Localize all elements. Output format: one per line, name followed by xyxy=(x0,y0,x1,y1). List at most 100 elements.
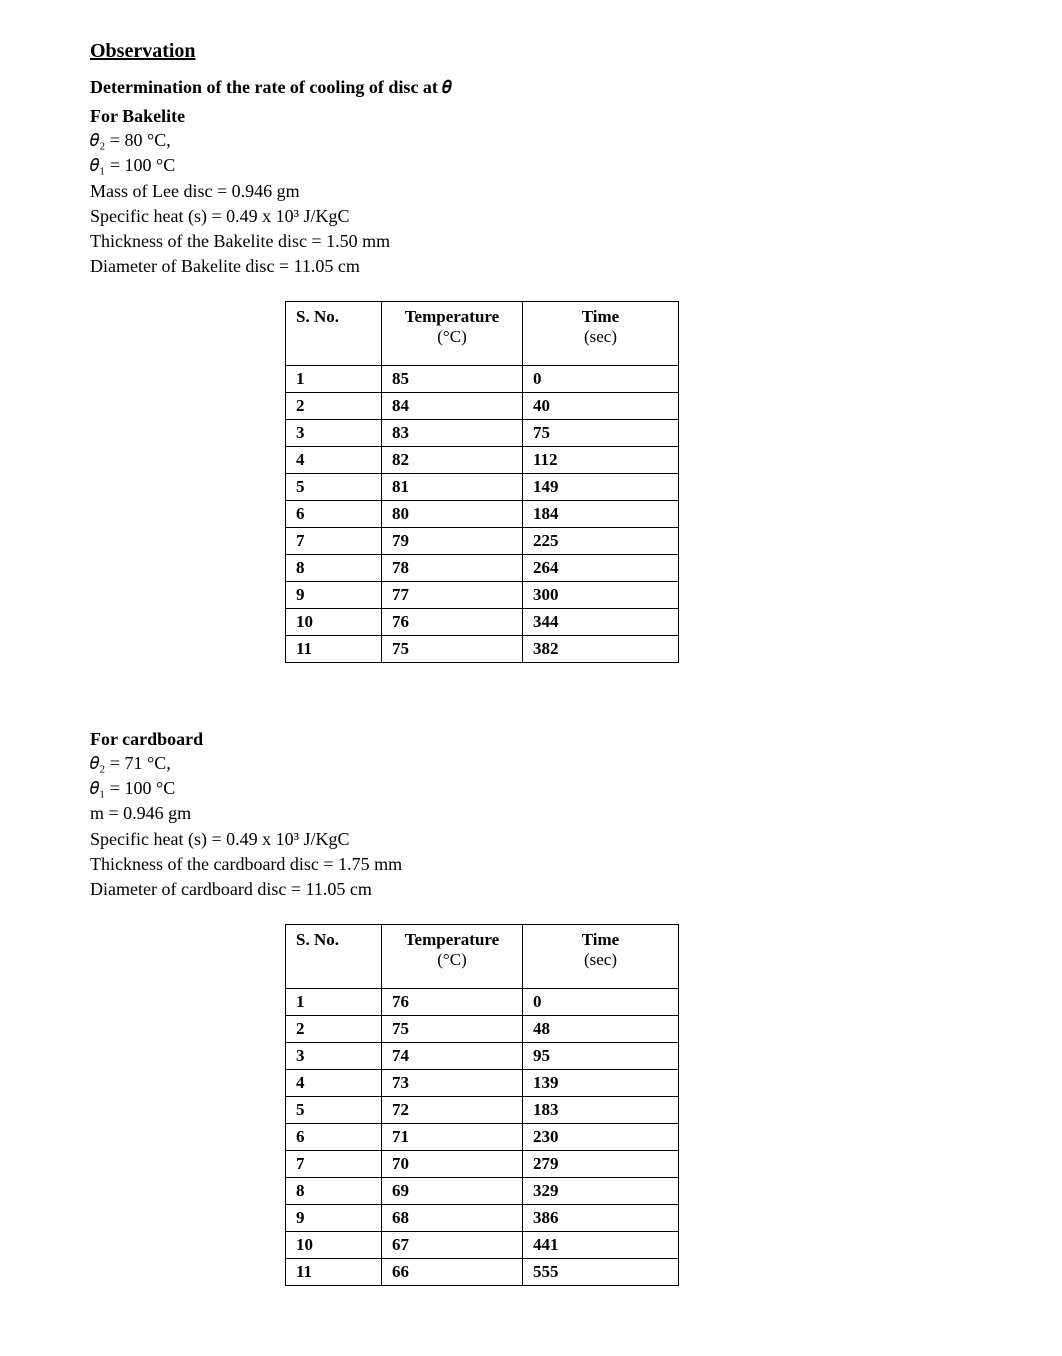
bakelite-table: S. No. Temperature(°C) Time(sec) 1850284… xyxy=(285,301,679,663)
table-cell: 230 xyxy=(523,1123,679,1150)
table-row: 37495 xyxy=(286,1042,679,1069)
table-cell: 73 xyxy=(382,1069,523,1096)
table-cell: 225 xyxy=(523,527,679,554)
table-row: 581149 xyxy=(286,473,679,500)
col-time: Time(sec) xyxy=(523,924,679,988)
table-cell: 441 xyxy=(523,1231,679,1258)
table-cell: 76 xyxy=(382,608,523,635)
table-row: 27548 xyxy=(286,1015,679,1042)
table-cell: 76 xyxy=(382,988,523,1015)
table-cell: 184 xyxy=(523,500,679,527)
table-cell: 4 xyxy=(286,1069,382,1096)
table-row: 572183 xyxy=(286,1096,679,1123)
table-cell: 11 xyxy=(286,1258,382,1285)
table-cell: 112 xyxy=(523,446,679,473)
table-cell: 7 xyxy=(286,1150,382,1177)
col-temp: Temperature(°C) xyxy=(382,924,523,988)
cardboard-theta1: 𝜃₁ = 100 °C xyxy=(90,776,972,800)
table-cell: 344 xyxy=(523,608,679,635)
cardboard-theta2: 𝜃₂ = 71 °C, xyxy=(90,751,972,775)
table-cell: 10 xyxy=(286,1231,382,1258)
bakelite-theta1: 𝜃₁ = 100 °C xyxy=(90,153,972,177)
table-cell: 77 xyxy=(382,581,523,608)
table-cell: 1 xyxy=(286,365,382,392)
table-cell: 5 xyxy=(286,1096,382,1123)
bakelite-mass: Mass of Lee disc = 0.946 gm xyxy=(90,179,972,203)
table-cell: 75 xyxy=(382,1015,523,1042)
cardboard-title: For cardboard xyxy=(90,729,972,750)
table-cell: 40 xyxy=(523,392,679,419)
table-cell: 4 xyxy=(286,446,382,473)
table-cell: 5 xyxy=(286,473,382,500)
table-row: 1067441 xyxy=(286,1231,679,1258)
table-cell: 66 xyxy=(382,1258,523,1285)
table-cell: 264 xyxy=(523,554,679,581)
table-row: 473139 xyxy=(286,1069,679,1096)
col-sno: S. No. xyxy=(286,301,382,365)
table-cell: 329 xyxy=(523,1177,679,1204)
cardboard-mass: m = 0.946 gm xyxy=(90,801,972,825)
table-cell: 75 xyxy=(382,635,523,662)
bakelite-specific-heat: Specific heat (s) = 0.49 x 10³ J/KgC xyxy=(90,204,972,228)
table-row: 1175382 xyxy=(286,635,679,662)
table-cell: 10 xyxy=(286,608,382,635)
table-cell: 81 xyxy=(382,473,523,500)
table-cell: 68 xyxy=(382,1204,523,1231)
table-cell: 8 xyxy=(286,554,382,581)
table-cell: 11 xyxy=(286,635,382,662)
table-row: 28440 xyxy=(286,392,679,419)
table-cell: 2 xyxy=(286,1015,382,1042)
table-cell: 82 xyxy=(382,446,523,473)
table-cell: 1 xyxy=(286,988,382,1015)
table-cell: 48 xyxy=(523,1015,679,1042)
cardboard-thickness: Thickness of the cardboard disc = 1.75 m… xyxy=(90,852,972,876)
cardboard-specific-heat: Specific heat (s) = 0.49 x 10³ J/KgC xyxy=(90,827,972,851)
cardboard-diameter: Diameter of cardboard disc = 11.05 cm xyxy=(90,877,972,901)
table-cell: 0 xyxy=(523,365,679,392)
table-cell: 279 xyxy=(523,1150,679,1177)
table-cell: 386 xyxy=(523,1204,679,1231)
table-cell: 3 xyxy=(286,1042,382,1069)
cardboard-params: 𝜃₂ = 71 °C, 𝜃₁ = 100 °C m = 0.946 gm Spe… xyxy=(90,751,972,902)
table-cell: 149 xyxy=(523,473,679,500)
table-row: 1760 xyxy=(286,988,679,1015)
table-cell: 139 xyxy=(523,1069,679,1096)
table-row: 1076344 xyxy=(286,608,679,635)
table-cell: 95 xyxy=(523,1042,679,1069)
table-row: 779225 xyxy=(286,527,679,554)
table-row: 680184 xyxy=(286,500,679,527)
table-cell: 382 xyxy=(523,635,679,662)
table-cell: 8 xyxy=(286,1177,382,1204)
table-cell: 183 xyxy=(523,1096,679,1123)
bakelite-params: 𝜃₂ = 80 °C, 𝜃₁ = 100 °C Mass of Lee disc… xyxy=(90,128,972,279)
table-cell: 84 xyxy=(382,392,523,419)
col-temp: Temperature(°C) xyxy=(382,301,523,365)
table-cell: 75 xyxy=(523,419,679,446)
determination-line: Determination of the rate of cooling of … xyxy=(90,77,972,98)
table-cell: 9 xyxy=(286,581,382,608)
table-cell: 74 xyxy=(382,1042,523,1069)
table-cell: 300 xyxy=(523,581,679,608)
table-row: 770279 xyxy=(286,1150,679,1177)
table-cell: 80 xyxy=(382,500,523,527)
table-cell: 69 xyxy=(382,1177,523,1204)
table-cell: 3 xyxy=(286,419,382,446)
table-cell: 555 xyxy=(523,1258,679,1285)
table-row: 38375 xyxy=(286,419,679,446)
page-heading: Observation xyxy=(90,40,972,63)
table-cell: 71 xyxy=(382,1123,523,1150)
table-cell: 70 xyxy=(382,1150,523,1177)
table-cell: 67 xyxy=(382,1231,523,1258)
table-cell: 7 xyxy=(286,527,382,554)
bakelite-title: For Bakelite xyxy=(90,106,972,127)
bakelite-theta2: 𝜃₂ = 80 °C, xyxy=(90,128,972,152)
table-cell: 2 xyxy=(286,392,382,419)
table-cell: 85 xyxy=(382,365,523,392)
table-cell: 72 xyxy=(382,1096,523,1123)
table-cell: 83 xyxy=(382,419,523,446)
table-row: 482112 xyxy=(286,446,679,473)
table-row: 977300 xyxy=(286,581,679,608)
table-cell: 6 xyxy=(286,1123,382,1150)
table-row: 878264 xyxy=(286,554,679,581)
bakelite-diameter: Diameter of Bakelite disc = 11.05 cm xyxy=(90,254,972,278)
